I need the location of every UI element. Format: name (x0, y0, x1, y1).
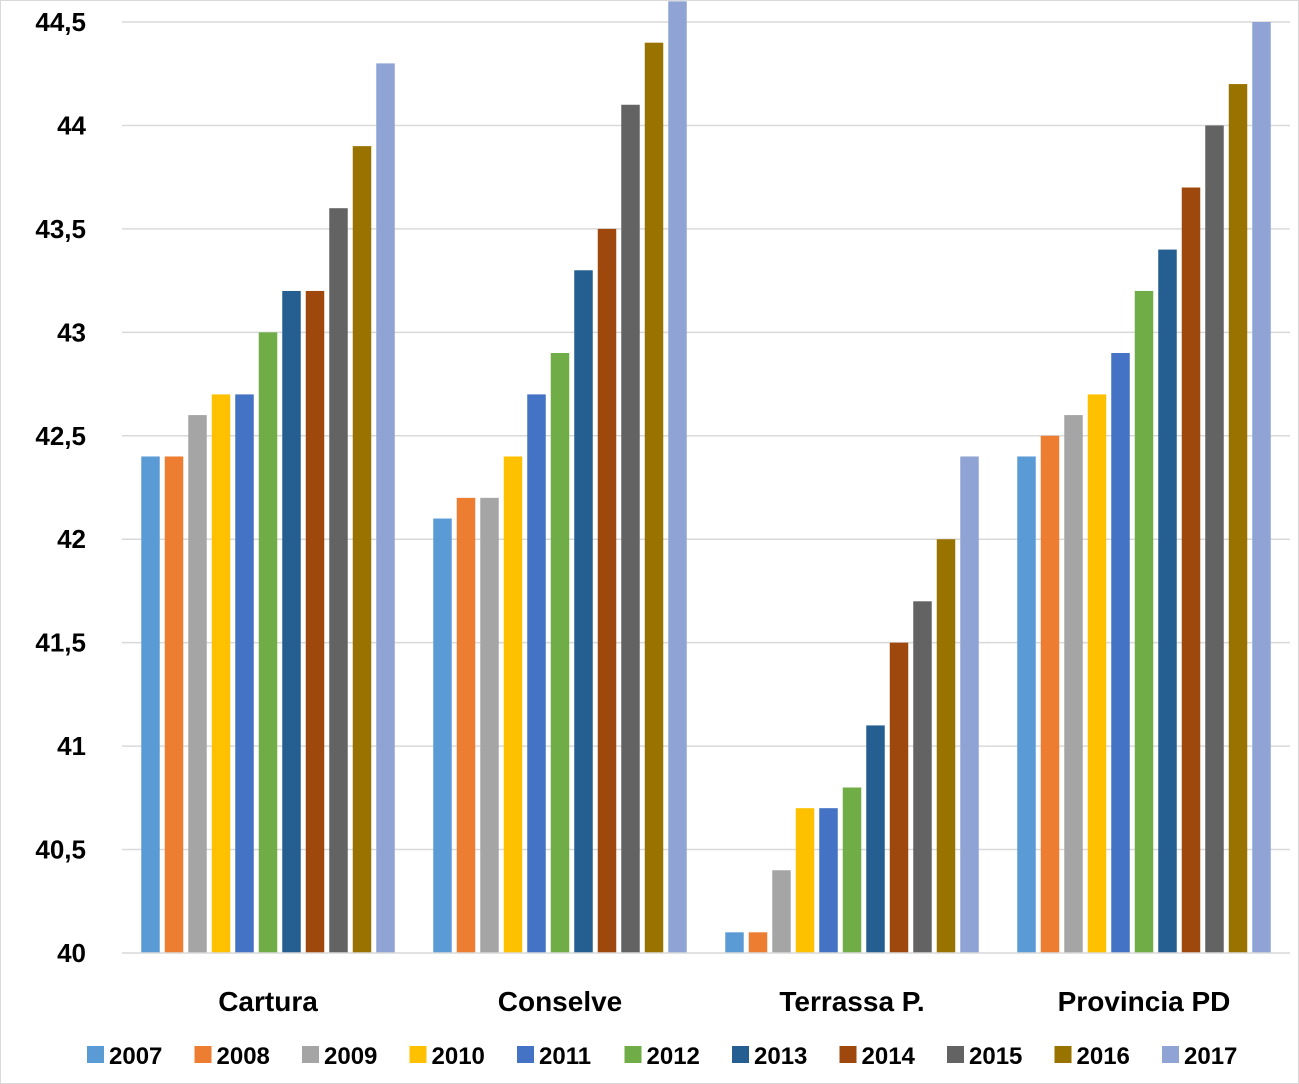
x-tick-label: Conselve (498, 986, 623, 1017)
bar-2009-2 (772, 870, 791, 953)
legend-label: 2010 (432, 1043, 485, 1070)
legend-item: 2012 (624, 1043, 700, 1070)
legend-item: 2009 (302, 1043, 377, 1070)
legend-swatch (732, 1046, 749, 1063)
y-tick-label: 41 (57, 731, 86, 761)
bar-2010-0 (211, 394, 231, 953)
bar-2007-3 (1017, 456, 1036, 953)
legend-swatch (517, 1046, 534, 1063)
legend-item: 2013 (732, 1043, 807, 1070)
bar-2013-2 (866, 725, 885, 953)
bar-2007-0 (141, 456, 160, 953)
legend-label: 2007 (109, 1043, 162, 1070)
legend-item: 2008 (194, 1043, 270, 1070)
legend-item: 2010 (409, 1043, 485, 1070)
bar-2009-0 (188, 415, 207, 953)
bar-2017-0 (376, 63, 395, 953)
bar-2013-1 (574, 270, 593, 953)
bar-2008-0 (164, 456, 184, 953)
bar-2016-2 (936, 539, 956, 953)
x-axis: Cartura Conselve Terrassa P. Provincia PD (218, 986, 1230, 1017)
bar-2015-0 (329, 208, 348, 953)
bar-2014-1 (597, 228, 617, 953)
bar-2014-0 (305, 290, 325, 953)
legend-swatch (194, 1046, 212, 1063)
bar-2009-3 (1064, 415, 1083, 953)
legend-item: 2017 (1162, 1043, 1237, 1070)
bar-2008-2 (748, 932, 768, 953)
bar-2010-3 (1087, 394, 1107, 953)
bars (141, 1, 1271, 953)
bar-2008-1 (456, 497, 476, 953)
legend: 2007 2008 2009 2010 2011 2012 2013 2014 2015 2016… (87, 1043, 1237, 1070)
bar-2008-3 (1040, 435, 1060, 953)
legend-label: 2011 (539, 1043, 591, 1070)
legend-swatch (302, 1046, 319, 1063)
bar-2012-0 (258, 332, 278, 953)
bar-2016-0 (352, 146, 372, 953)
bar-2016-1 (644, 42, 664, 953)
bar-2012-3 (1134, 290, 1154, 953)
y-tick-label: 43 (57, 317, 86, 347)
legend-label: 2014 (862, 1043, 916, 1070)
legend-item: 2011 (517, 1043, 591, 1070)
x-tick-label: Cartura (218, 986, 318, 1017)
y-tick-label: 42 (57, 524, 86, 554)
legend-label: 2008 (217, 1043, 270, 1070)
y-tick-label: 43,5 (35, 214, 86, 244)
bar-2012-1 (550, 353, 570, 953)
y-tick-label: 40,5 (35, 835, 86, 865)
legend-label: 2012 (647, 1043, 700, 1070)
y-tick-label: 44,5 (35, 7, 86, 37)
bar-2015-1 (621, 104, 640, 953)
x-tick-label: Provincia PD (1058, 986, 1231, 1017)
legend-swatch (624, 1046, 642, 1063)
legend-label: 2017 (1184, 1043, 1237, 1070)
bar-2012-2 (842, 787, 862, 953)
bar-2011-0 (235, 394, 254, 953)
legend-item: 2007 (87, 1043, 162, 1070)
bar-2011-3 (1111, 353, 1130, 953)
legend-swatch (947, 1046, 964, 1063)
legend-item: 2016 (1054, 1043, 1130, 1070)
legend-label: 2013 (754, 1043, 807, 1070)
bar-2017-3 (1252, 22, 1271, 953)
bar-2007-2 (725, 932, 744, 953)
bar-2011-2 (819, 808, 838, 953)
legend-item: 2014 (839, 1043, 916, 1070)
legend-swatch (1162, 1046, 1179, 1063)
bar-2015-2 (913, 601, 932, 953)
legend-label: 2009 (324, 1043, 377, 1070)
bar-2010-2 (795, 808, 815, 953)
y-tick-label: 40 (57, 938, 86, 968)
x-tick-label: Terrassa P. (779, 986, 924, 1017)
y-tick-label: 44 (57, 110, 86, 140)
legend-swatch (1054, 1046, 1072, 1063)
y-axis: 40 40,5 41 41,5 42 42,5 43 43,5 44 44,5 (35, 7, 86, 968)
bar-2017-2 (960, 456, 979, 953)
y-tick-label: 41,5 (35, 628, 86, 658)
bar-2011-1 (527, 394, 546, 953)
bar-2013-3 (1158, 249, 1177, 953)
legend-swatch (409, 1046, 427, 1063)
y-tick-label: 42,5 (35, 421, 86, 451)
legend-label: 2016 (1077, 1043, 1130, 1070)
legend-swatch (87, 1046, 104, 1063)
bar-2010-1 (503, 456, 523, 953)
legend-label: 2015 (969, 1043, 1022, 1070)
bar-2009-1 (480, 497, 499, 953)
bar-2014-2 (889, 642, 909, 953)
legend-swatch (839, 1046, 857, 1063)
bar-2016-3 (1228, 84, 1248, 953)
bar-2017-1 (668, 1, 687, 953)
bar-2015-3 (1205, 125, 1224, 953)
bar-2014-3 (1181, 187, 1201, 953)
bar-2007-1 (433, 518, 452, 953)
bar-2013-0 (282, 290, 301, 953)
legend-item: 2015 (947, 1043, 1022, 1070)
